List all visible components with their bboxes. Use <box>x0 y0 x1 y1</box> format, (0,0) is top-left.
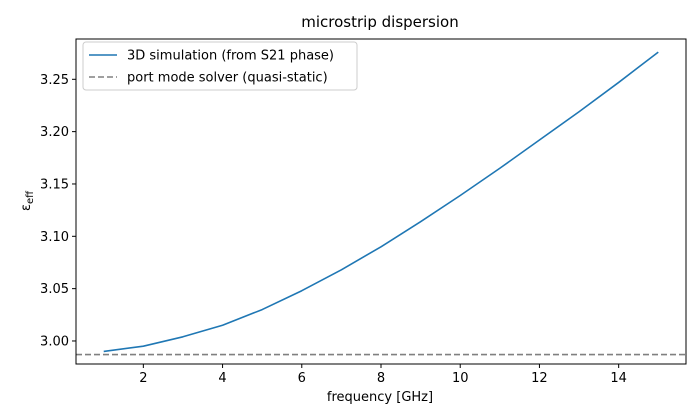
y-axis-label-subscript: eff <box>25 190 36 204</box>
x-tick-label: 14 <box>610 371 627 386</box>
x-tick-label: 2 <box>139 371 147 386</box>
legend-entry-3d-simulation-label: 3D simulation (from S21 phase) <box>127 49 334 64</box>
x-tick-label: 10 <box>452 371 469 386</box>
y-axis-label-symbol: ε <box>19 204 34 211</box>
y-tick-label: 3.05 <box>40 282 69 297</box>
legend-entry-port-mode-solver-label: port mode solver (quasi-static) <box>127 71 328 86</box>
x-tick-label: 12 <box>531 371 548 386</box>
x-tick-label: 4 <box>218 371 226 386</box>
y-axis-label: εeff <box>19 190 36 211</box>
series-3d-simulation-line <box>103 51 659 353</box>
series-group <box>76 51 686 356</box>
x-axis-label: frequency [GHz] <box>327 390 433 405</box>
y-tick-label: 3.15 <box>40 177 69 192</box>
axes: 2 4 6 8 10 12 14 3.00 3.05 3.10 3.15 3.20 3.25 <box>40 38 687 386</box>
y-tick-label: 3.00 <box>40 334 69 349</box>
plot-area <box>76 51 686 356</box>
x-tick-label: 8 <box>377 371 385 386</box>
chart-title: microstrip dispersion <box>301 13 458 31</box>
y-tick-label: 3.25 <box>40 73 69 88</box>
y-tick-label: 3.20 <box>40 125 69 140</box>
x-tick-label: 6 <box>298 371 306 386</box>
legend: 3D simulation (from S21 phase) port mode … <box>82 41 358 91</box>
legend-box <box>82 41 358 91</box>
y-tick-label: 3.10 <box>40 230 69 245</box>
